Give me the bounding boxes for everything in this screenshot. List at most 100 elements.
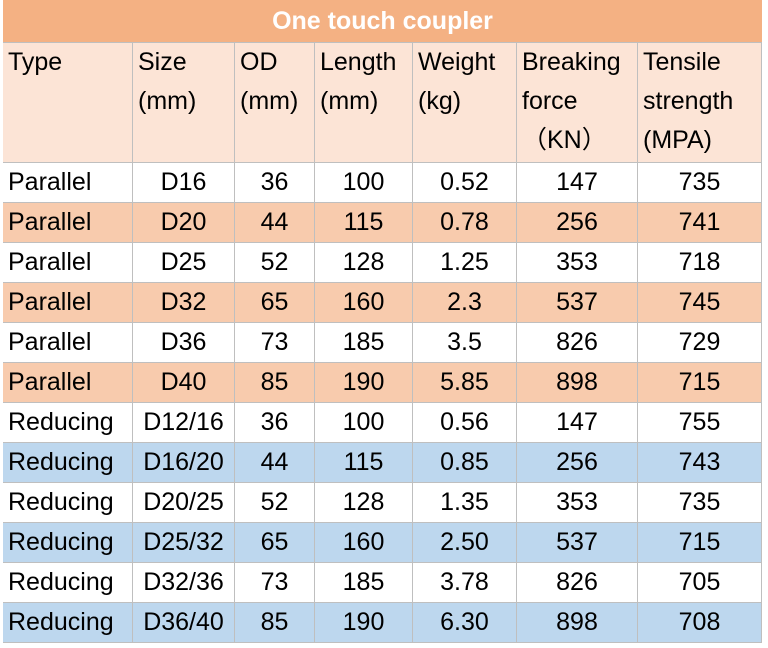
table-cell: Reducing (3, 523, 133, 563)
table-cell: 708 (638, 603, 762, 643)
header-cell: Breaking force （KN） (517, 43, 638, 163)
table-cell: 147 (517, 403, 638, 443)
table-cell: 729 (638, 323, 762, 363)
header-text: (MPA) (643, 126, 712, 154)
table-cell: 147 (517, 163, 638, 203)
table-cell: 3.78 (413, 563, 517, 603)
table-cell: 44 (235, 203, 315, 243)
table-cell: 718 (638, 243, 762, 283)
table-cell: 6.30 (413, 603, 517, 643)
table-cell: 1.35 (413, 483, 517, 523)
header-cell: Size (mm) (133, 43, 235, 163)
table-cell: 160 (315, 283, 413, 323)
table-cell: 36 (235, 163, 315, 203)
table-cell: 128 (315, 483, 413, 523)
table-cell: 190 (315, 603, 413, 643)
header-text: Length (320, 48, 397, 76)
table-cell: 826 (517, 563, 638, 603)
table-cell: D32 (133, 283, 235, 323)
table-cell: 52 (235, 483, 315, 523)
header-cell: Weight (kg) (413, 43, 517, 163)
table-cell: 65 (235, 283, 315, 323)
table-cell: Parallel (3, 363, 133, 403)
table-cell: 185 (315, 323, 413, 363)
table-cell: Parallel (3, 283, 133, 323)
header-text: （KN） (522, 126, 607, 154)
table-cell: 190 (315, 363, 413, 403)
table-cell: 743 (638, 443, 762, 483)
table-cell: Reducing (3, 603, 133, 643)
table-cell: Parallel (3, 163, 133, 203)
table-cell: 100 (315, 163, 413, 203)
header-text: force (522, 87, 578, 115)
table-cell: 353 (517, 243, 638, 283)
table-cell: 65 (235, 523, 315, 563)
header-cell: Type (3, 43, 133, 163)
table-cell: 36 (235, 403, 315, 443)
table-cell: 185 (315, 563, 413, 603)
header-text: (mm) (320, 87, 379, 115)
table-cell: 128 (315, 243, 413, 283)
table-cell: 3.5 (413, 323, 517, 363)
table-cell: Parallel (3, 323, 133, 363)
table-cell: 741 (638, 203, 762, 243)
table-cell: 5.85 (413, 363, 517, 403)
header-text: Breaking (522, 48, 621, 76)
table-cell: 2.50 (413, 523, 517, 563)
table-cell: Reducing (3, 443, 133, 483)
header-text: (mm) (138, 87, 197, 115)
table-cell: D16/20 (133, 443, 235, 483)
table-cell: D36 (133, 323, 235, 363)
table-cell: 898 (517, 363, 638, 403)
header-cell: Length (mm) (315, 43, 413, 163)
table-cell: 256 (517, 203, 638, 243)
table-cell: 100 (315, 403, 413, 443)
header-text: (mm) (240, 87, 299, 115)
header-text: Size (138, 48, 187, 76)
table-cell: 826 (517, 323, 638, 363)
header-cell: OD (mm) (235, 43, 315, 163)
table-cell: Parallel (3, 203, 133, 243)
table-cell: 85 (235, 603, 315, 643)
table-cell: 0.52 (413, 163, 517, 203)
table-cell: 705 (638, 563, 762, 603)
header-text: Tensile (643, 48, 721, 76)
table-title: One touch coupler (3, 0, 762, 43)
table-cell: 0.85 (413, 443, 517, 483)
table-cell: 256 (517, 443, 638, 483)
table-cell: D25 (133, 243, 235, 283)
table-cell: D12/16 (133, 403, 235, 443)
table-cell: 735 (638, 483, 762, 523)
header-text: Type (8, 48, 63, 76)
table-cell: 160 (315, 523, 413, 563)
table-cell: 52 (235, 243, 315, 283)
table-cell: 353 (517, 483, 638, 523)
table-cell: 115 (315, 203, 413, 243)
table-cell: Reducing (3, 563, 133, 603)
table-cell: 2.3 (413, 283, 517, 323)
table-cell: 0.56 (413, 403, 517, 443)
table-cell: D32/36 (133, 563, 235, 603)
table-cell: D25/32 (133, 523, 235, 563)
table-cell: 44 (235, 443, 315, 483)
header-cell: Tensile strength (MPA) (638, 43, 762, 163)
table-cell: 1.25 (413, 243, 517, 283)
table-cell: D20/25 (133, 483, 235, 523)
header-text: Weight (418, 48, 496, 76)
table-cell: D20 (133, 203, 235, 243)
table-cell: 85 (235, 363, 315, 403)
table-cell: 735 (638, 163, 762, 203)
table-cell: 715 (638, 363, 762, 403)
table-cell: 537 (517, 283, 638, 323)
table-cell: 898 (517, 603, 638, 643)
header-text: OD (240, 48, 278, 76)
table-cell: Reducing (3, 483, 133, 523)
table-cell: 537 (517, 523, 638, 563)
table-cell: Reducing (3, 403, 133, 443)
table-cell: Parallel (3, 243, 133, 283)
table-cell: 715 (638, 523, 762, 563)
header-text: strength (643, 87, 734, 115)
table-cell: 73 (235, 323, 315, 363)
table-cell: D16 (133, 163, 235, 203)
